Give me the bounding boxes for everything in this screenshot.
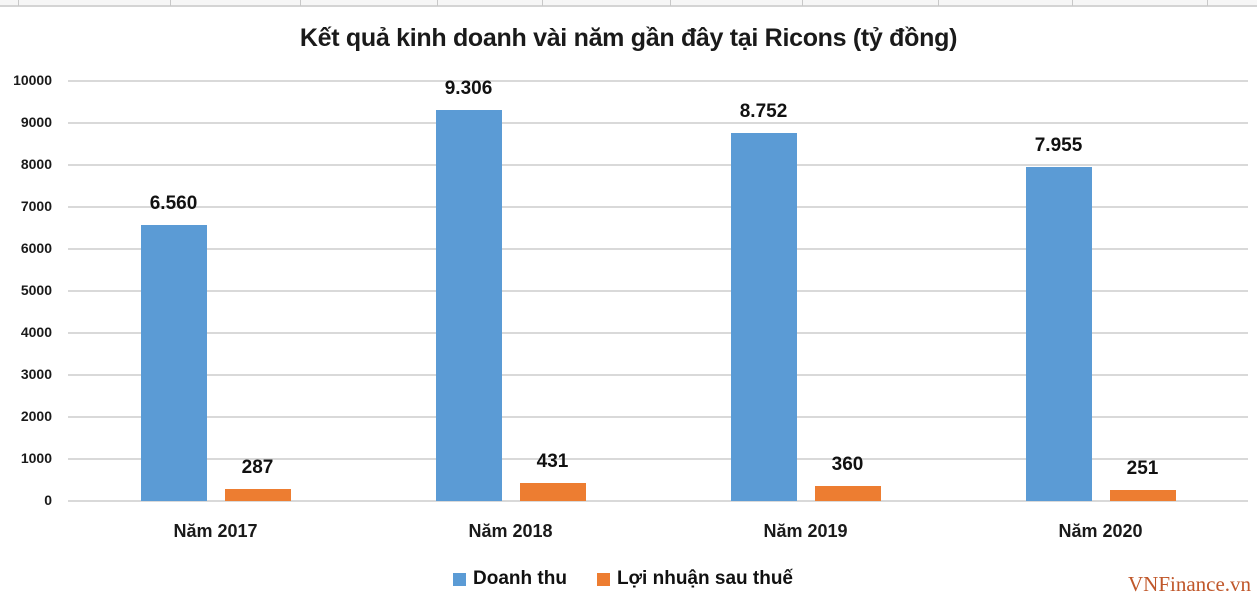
bar-profit bbox=[519, 482, 586, 501]
chart-title: Kết quả kinh doanh vài năm gần đây tại R… bbox=[299, 24, 958, 52]
gridline bbox=[68, 206, 1248, 208]
spreadsheet-column-divider bbox=[542, 0, 543, 6]
legend-item-profit: Lợi nhuận sau thuế bbox=[596, 568, 794, 590]
plot-area: 6.560 287 9.306 431 8.752 360 7.955 251 bbox=[68, 78, 1248, 502]
bar-revenue bbox=[1025, 166, 1092, 501]
y-tick-label: 1000 bbox=[20, 450, 52, 466]
legend: Doanh thu Lợi nhuận sau thuế bbox=[453, 567, 823, 591]
x-category-label: Năm 2019 bbox=[763, 521, 848, 541]
spreadsheet-column-divider bbox=[938, 0, 939, 6]
spreadsheet-column-divider bbox=[670, 0, 671, 6]
bar-revenue bbox=[730, 133, 797, 501]
data-label-profit: 251 bbox=[1126, 458, 1159, 480]
gridline bbox=[68, 80, 1248, 82]
spreadsheet-column-divider bbox=[437, 0, 438, 6]
data-label-revenue: 9.306 bbox=[444, 78, 493, 100]
spreadsheet-column-divider bbox=[300, 0, 301, 6]
bar-profit bbox=[814, 485, 881, 501]
bar-profit bbox=[1109, 490, 1176, 501]
x-category-label: Năm 2017 bbox=[173, 521, 258, 541]
x-category-label: Năm 2018 bbox=[468, 521, 553, 541]
data-label-revenue: 6.560 bbox=[149, 193, 198, 215]
y-tick-label: 4000 bbox=[20, 324, 52, 340]
data-label-profit: 431 bbox=[536, 450, 569, 472]
spreadsheet-column-divider bbox=[18, 0, 19, 6]
gridline bbox=[68, 500, 1248, 502]
gridline bbox=[68, 458, 1248, 460]
watermark: VNFinance.vn bbox=[1128, 572, 1252, 596]
legend-item-revenue: Doanh thu bbox=[453, 568, 567, 590]
y-tick-label: 10000 bbox=[13, 72, 52, 88]
y-tick-label: 5000 bbox=[20, 282, 52, 298]
y-tick-label: 0 bbox=[44, 492, 52, 508]
y-tick-label: 9000 bbox=[20, 114, 52, 130]
gridline bbox=[68, 374, 1248, 376]
data-label-revenue: 7.955 bbox=[1034, 134, 1083, 156]
legend-label-profit: Lợi nhuận sau thuế bbox=[616, 568, 794, 589]
data-label-profit: 360 bbox=[831, 453, 864, 475]
y-tick-label: 2000 bbox=[20, 408, 52, 424]
gridline bbox=[68, 248, 1248, 250]
spreadsheet-column-divider bbox=[170, 0, 171, 6]
y-tick-label: 7000 bbox=[20, 198, 52, 214]
spreadsheet-column-divider bbox=[802, 0, 803, 6]
legend-swatch-profit bbox=[596, 572, 610, 586]
gridline bbox=[68, 416, 1248, 418]
data-label-revenue: 8.752 bbox=[739, 101, 788, 123]
y-tick-label: 3000 bbox=[20, 366, 52, 382]
bar-profit bbox=[224, 488, 291, 501]
gridline bbox=[68, 290, 1248, 292]
bar-revenue bbox=[140, 225, 207, 501]
y-tick-label: 8000 bbox=[20, 156, 52, 172]
y-tick-label: 6000 bbox=[20, 240, 52, 256]
legend-swatch-revenue bbox=[453, 572, 466, 586]
data-label-profit: 287 bbox=[241, 456, 274, 478]
spreadsheet-column-divider bbox=[1072, 0, 1073, 6]
legend-label-revenue: Doanh thu bbox=[473, 568, 567, 589]
gridline bbox=[68, 164, 1248, 166]
x-category-label: Năm 2020 bbox=[1058, 521, 1143, 541]
bar-revenue bbox=[435, 110, 502, 501]
spreadsheet-column-divider bbox=[1207, 0, 1208, 6]
spreadsheet-header-strip bbox=[0, 0, 1257, 7]
gridline bbox=[68, 332, 1248, 334]
gridline bbox=[68, 122, 1248, 124]
